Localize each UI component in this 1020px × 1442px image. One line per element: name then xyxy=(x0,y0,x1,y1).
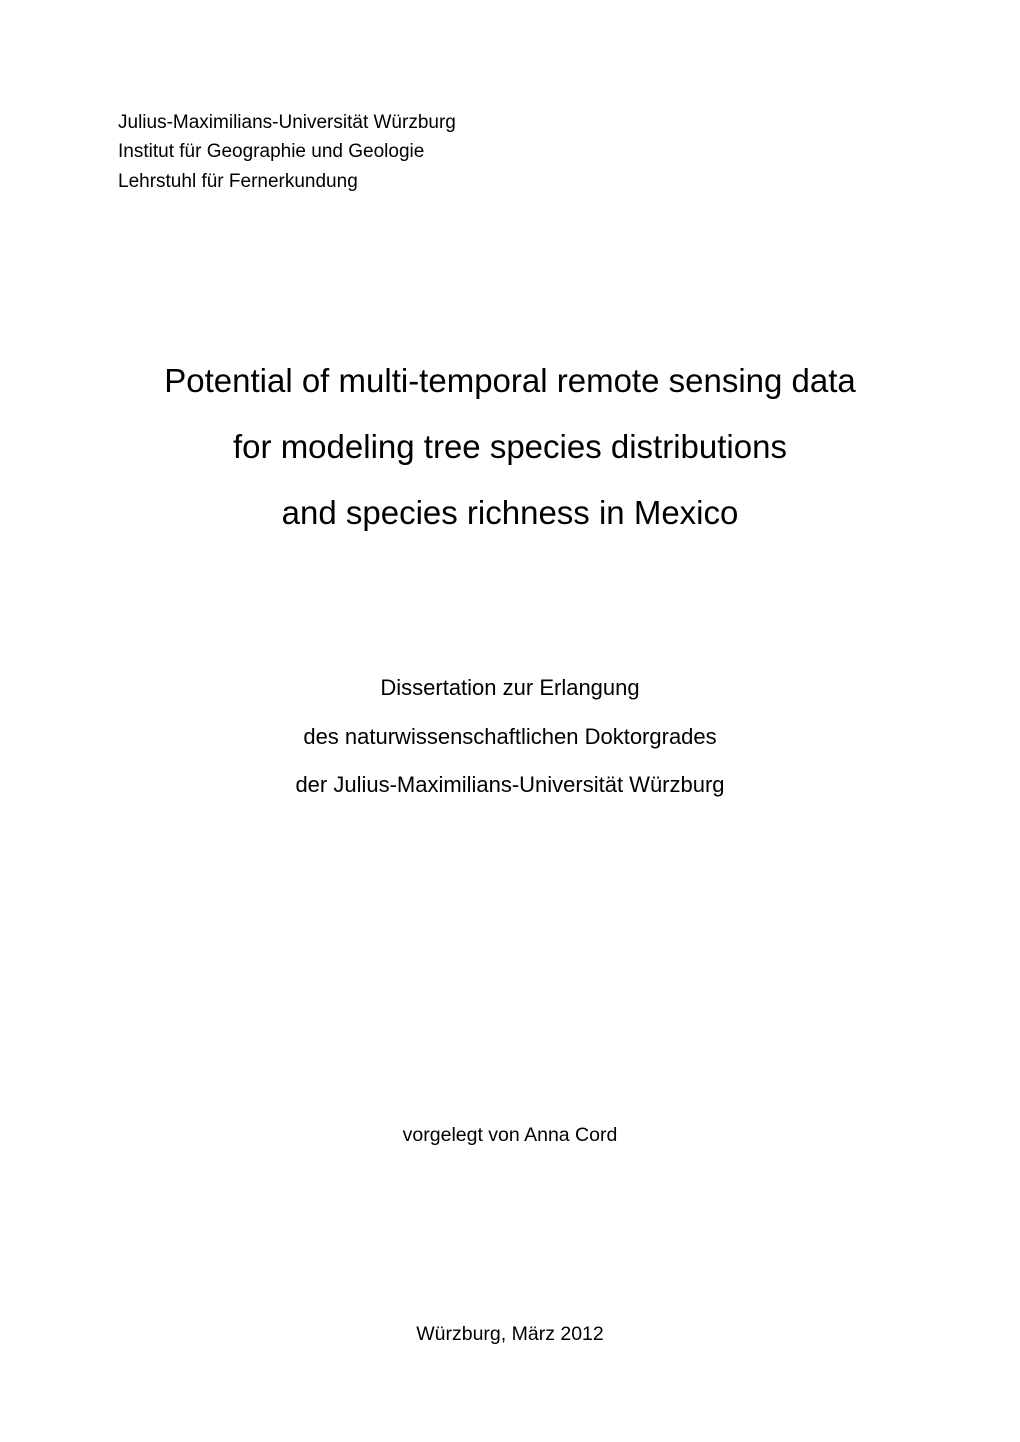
affiliation-line-1: Julius-Maximilians-Universität Würzburg xyxy=(118,108,902,137)
title-line-1: Potential of multi-temporal remote sensi… xyxy=(118,348,902,414)
affiliation-block: Julius-Maximilians-Universität Würzburg … xyxy=(118,108,902,196)
author-block: vorgelegt von Anna Cord xyxy=(118,1124,902,1147)
footer-line: Würzburg, März 2012 xyxy=(118,1323,902,1346)
title-line-3: and species richness in Mexico xyxy=(118,480,902,546)
subtitle-line-3: der Julius-Maximilians-Universität Würzb… xyxy=(118,761,902,809)
title-block: Potential of multi-temporal remote sensi… xyxy=(118,348,902,546)
affiliation-line-3: Lehrstuhl für Fernerkundung xyxy=(118,167,902,196)
footer-block: Würzburg, März 2012 xyxy=(118,1323,902,1346)
author-line: vorgelegt von Anna Cord xyxy=(118,1124,902,1147)
subtitle-block: Dissertation zur Erlangung des naturwiss… xyxy=(118,664,902,809)
affiliation-line-2: Institut für Geographie und Geologie xyxy=(118,137,902,166)
subtitle-line-2: des naturwissenschaftlichen Doktorgrades xyxy=(118,713,902,761)
title-line-2: for modeling tree species distributions xyxy=(118,414,902,480)
subtitle-line-1: Dissertation zur Erlangung xyxy=(118,664,902,712)
page: Julius-Maximilians-Universität Würzburg … xyxy=(0,0,1020,1442)
